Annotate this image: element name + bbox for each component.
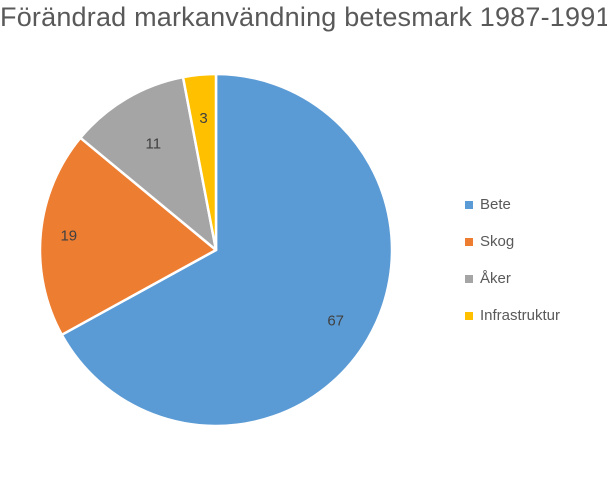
legend-label: Infrastruktur xyxy=(480,307,561,324)
pie-slice-skog xyxy=(38,136,218,337)
legend-swatch xyxy=(465,237,473,246)
chart-title: Förändrad markanvändning betesmark 1987-… xyxy=(0,2,607,32)
legend-item-aker: Åker xyxy=(465,260,560,297)
pie-slice-infrastruktur xyxy=(181,72,218,252)
pie-slice-åker xyxy=(79,75,218,252)
legend-swatch xyxy=(465,274,473,283)
legend: Bete Skog Åker Infrastruktur xyxy=(465,186,560,334)
legend-label: Åker xyxy=(480,270,511,287)
data-label: 19 xyxy=(60,228,77,245)
legend-swatch xyxy=(465,200,473,209)
legend-swatch xyxy=(465,311,473,320)
legend-label: Bete xyxy=(480,196,511,213)
data-label: 11 xyxy=(145,135,161,152)
legend-label: Skog xyxy=(480,233,515,250)
legend-item-skog: Skog xyxy=(465,223,560,260)
data-label: 3 xyxy=(199,110,207,127)
legend-item-bete: Bete xyxy=(465,186,560,223)
pie-slice-bete xyxy=(60,72,394,428)
legend-item-infrastruktur: Infrastruktur xyxy=(465,297,560,334)
data-label: 67 xyxy=(327,312,344,329)
